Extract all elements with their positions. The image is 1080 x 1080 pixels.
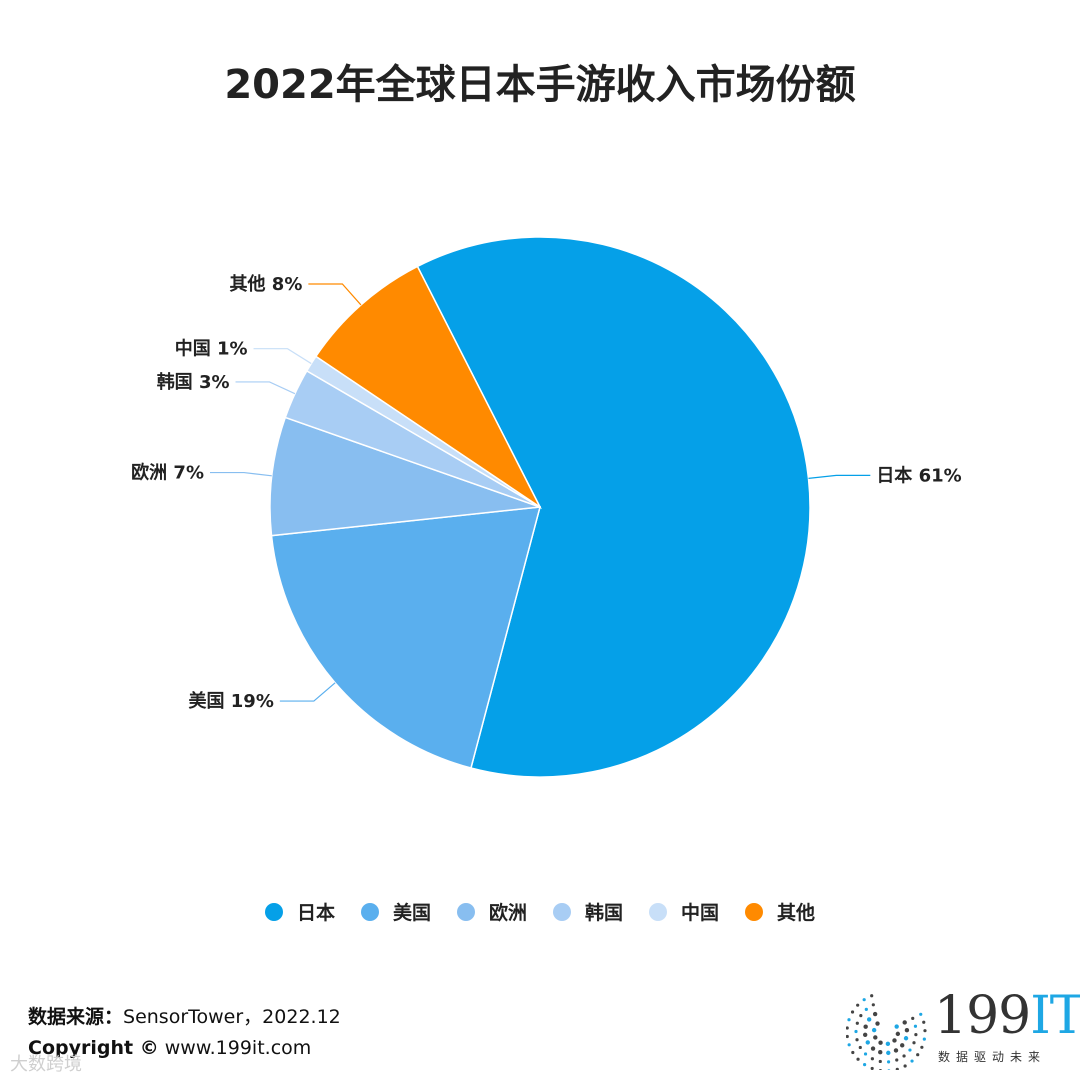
legend-item-2: 欧洲 (456, 898, 527, 925)
legend-swatch (745, 902, 764, 921)
dotted-circle-logo-icon (846, 994, 927, 1070)
logo-wordmark: 199IT (934, 986, 1080, 1046)
leader-line-4 (253, 348, 312, 365)
source-label: 数据来源： (28, 1006, 124, 1028)
legend-item-5: 其他 (745, 898, 815, 925)
chart-legend: 日本 美国 欧洲 韩国 中国 其他 (0, 898, 1080, 925)
legend-label: 美国 (392, 902, 431, 924)
legend-label: 中国 (681, 902, 720, 924)
logo-tagline: 数据驱动未来 (938, 1050, 1047, 1064)
legend-swatch (553, 902, 571, 921)
pie-slice-1 (270, 506, 542, 769)
legend-label: 日本 (296, 902, 335, 924)
leader-line-0 (808, 474, 871, 479)
logo-accent: IT (1030, 986, 1080, 1046)
slice-label-2: 欧洲 7% (131, 462, 204, 484)
leader-line-3 (235, 381, 296, 395)
legend-item-3: 韩国 (553, 898, 623, 925)
legend-label: 其他 (777, 902, 816, 924)
chart-title: 2022年全球日本手游收入市场份额 (224, 62, 856, 108)
footer-copyright: Copyright © www.199it.com (28, 1037, 311, 1059)
copyright-value: www.199it.com (158, 1037, 312, 1059)
slice-label-5: 其他 8% (230, 273, 303, 295)
slice-label-1: 美国 19% (189, 690, 274, 712)
leader-line-5 (308, 283, 362, 306)
copyright-label: Copyright © (28, 1037, 159, 1059)
source-value: SensorTower，2022.12 (123, 1006, 341, 1028)
logo: 199IT 数据驱动未来 (846, 986, 1080, 1070)
slice-label-3: 韩国 3% (157, 371, 230, 393)
pie-chart: 日本 61% 美国 19% 欧洲 7% 韩国 3% 中国 1% 其他 8% (131, 236, 962, 778)
watermark: 大数跨境 (10, 1054, 82, 1075)
slice-label-0: 日本 61% (876, 464, 961, 486)
legend-swatch (360, 902, 379, 921)
legend-swatch (456, 902, 475, 921)
logo-main: 199 (934, 986, 1031, 1046)
legend-item-0: 日本 (264, 898, 335, 925)
legend-item-1: 美国 (360, 898, 431, 925)
leader-line-2 (209, 471, 272, 477)
legend-label: 欧洲 (488, 902, 527, 924)
slice-label-4: 中国 1% (175, 338, 248, 360)
legend-swatch (649, 902, 668, 921)
pie-slice-2 (269, 416, 541, 537)
legend-item-4: 中国 (649, 898, 719, 925)
legend-label: 韩国 (585, 902, 624, 924)
leader-line-1 (279, 682, 336, 702)
pie-slice-5 (314, 265, 542, 510)
pie-slice-0 (416, 236, 811, 778)
footer-source: 数据来源：SensorTower，2022.12 (28, 1002, 341, 1029)
legend-swatch (264, 902, 283, 921)
